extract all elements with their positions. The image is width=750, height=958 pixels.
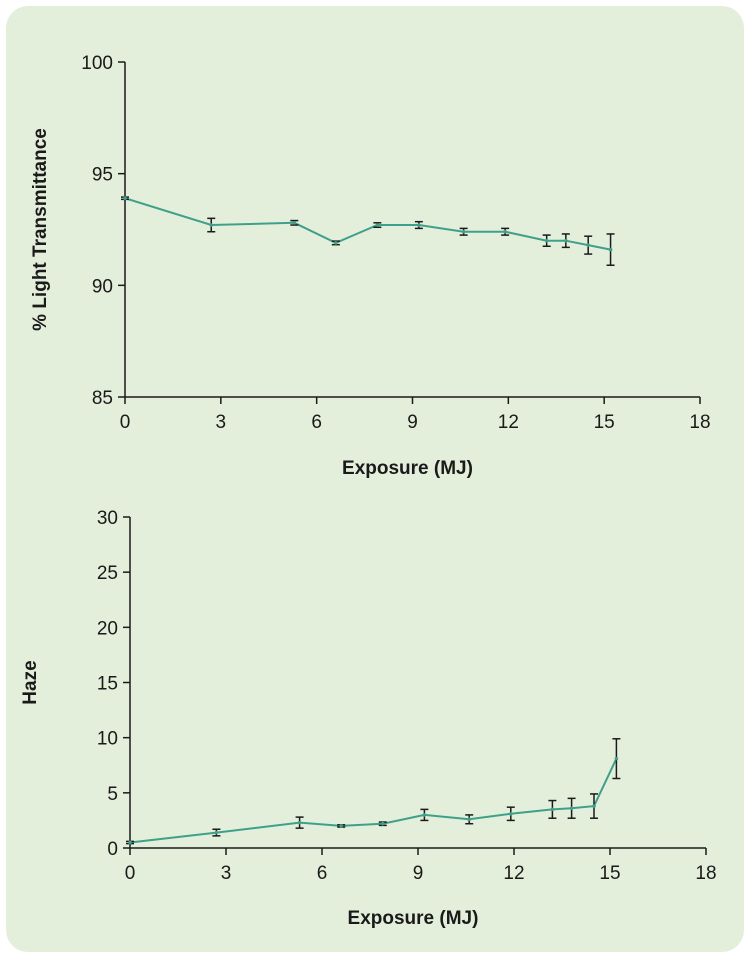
- haze-x-tick-label: 6: [317, 863, 328, 884]
- haze-y-axis-title: Haze: [20, 660, 41, 704]
- transmittance-data-point: [123, 196, 127, 201]
- transmittance-y-tick-label: 95: [92, 165, 113, 186]
- haze-data-point: [467, 817, 472, 822]
- transmittance-data-point: [209, 223, 214, 227]
- transmittance-data-point: [608, 247, 613, 252]
- transmittance-y-tick-label: 100: [81, 53, 113, 74]
- haze-y-tick-label: 20: [97, 618, 118, 639]
- haze-y-tick-label: 5: [107, 784, 118, 805]
- haze-data-point: [614, 756, 619, 761]
- haze-data-point: [339, 824, 344, 828]
- transmittance-data-point: [564, 238, 568, 243]
- haze-data-point: [569, 806, 574, 811]
- transmittance-data-point: [334, 241, 338, 245]
- transmittance-data-point: [375, 223, 380, 227]
- haze-x-tick-label: 0: [125, 863, 136, 884]
- transmittance-chart: 85 90 95 100 0 3 6 9 12 15 18 Exposure (MJ) % Light …: [30, 53, 711, 479]
- figure-panel: [6, 6, 744, 952]
- transmittance-y-axis-title: % Light Transmittance: [30, 128, 51, 331]
- transmittance-x-axis-title: Exposure (MJ): [342, 458, 473, 479]
- haze-x-tick-label: 15: [599, 863, 620, 884]
- transmittance-data-point: [544, 238, 549, 243]
- haze-x-tick-label: 3: [221, 863, 232, 884]
- haze-x-tick-label: 18: [695, 863, 716, 884]
- transmittance-data-point: [503, 229, 507, 234]
- haze-x-axis-title: Exposure (MJ): [348, 908, 479, 929]
- transmittance-data-point: [417, 223, 421, 227]
- transmittance-data-point: [461, 229, 466, 234]
- transmittance-x-tick-label: 6: [311, 412, 322, 433]
- transmittance-y-tick-label: 90: [92, 276, 113, 297]
- transmittance-x-tick-label: 0: [120, 412, 131, 433]
- transmittance-data-point: [586, 243, 590, 247]
- transmittance-x-tick-label: 3: [216, 412, 227, 433]
- haze-y-tick-label: 15: [97, 674, 118, 695]
- haze-data-point: [214, 830, 219, 835]
- haze-y-tick-label: 30: [97, 508, 118, 529]
- haze-series-line: [129, 758, 618, 844]
- haze-y-tick-label: 10: [97, 729, 118, 750]
- transmittance-x-tick-label: 18: [689, 412, 710, 433]
- transmittance-data-point: [292, 221, 297, 225]
- transmittance-y-tick-label: 85: [92, 388, 113, 409]
- haze-x-tick-label: 9: [413, 863, 424, 884]
- transmittance-x-tick-label: 9: [407, 412, 418, 433]
- haze-data-point: [509, 811, 513, 816]
- haze-data-point: [592, 804, 596, 808]
- haze-data-point: [550, 807, 555, 812]
- haze-y-tick-label: 25: [97, 563, 118, 584]
- haze-x-tick-label: 12: [503, 863, 524, 884]
- transmittance-series-line: [124, 197, 611, 251]
- haze-chart: 0 5 10 15 20 25 30 0 3 6 9 12 15 18 Exposure (MJ) Haze: [20, 508, 717, 929]
- haze-data-point: [297, 820, 302, 825]
- haze-data-point: [422, 813, 427, 817]
- transmittance-x-tick-label: 12: [498, 412, 519, 433]
- haze-data-point: [128, 840, 132, 845]
- haze-y-tick-label: 0: [107, 839, 118, 860]
- transmittance-x-tick-label: 15: [594, 412, 615, 433]
- haze-data-point: [381, 821, 385, 826]
